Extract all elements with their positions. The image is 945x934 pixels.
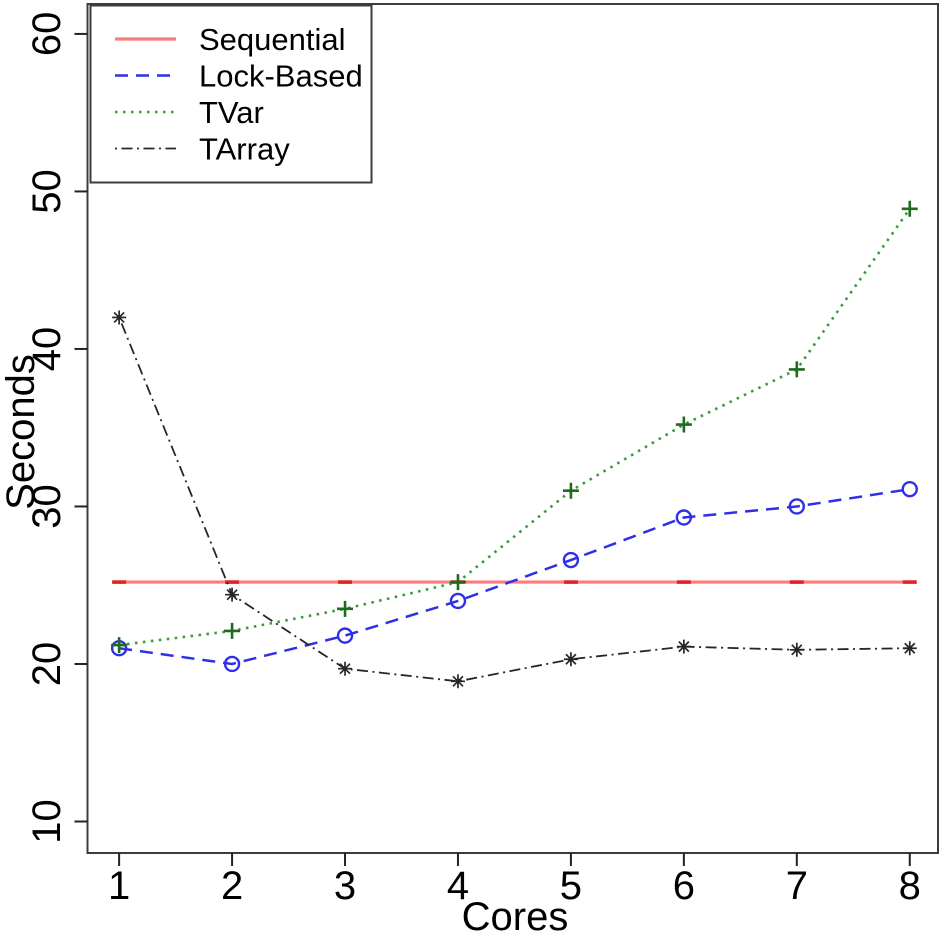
x-axis-tick-label: 5 — [560, 864, 582, 908]
series-layer — [110, 200, 918, 689]
y-axis-tick-label: 30 — [25, 484, 69, 528]
marker-asterisk — [676, 639, 691, 654]
y-axis-tick-label: 10 — [25, 799, 69, 844]
marker-plus — [449, 574, 466, 591]
marker-circle — [449, 592, 467, 610]
x-axis-title: Cores — [462, 895, 569, 934]
legend-label-tvar: TVar — [199, 95, 264, 130]
series-line-lock-based — [118, 487, 910, 666]
y-axis-tick-label: 40 — [25, 327, 69, 372]
marker-circle — [901, 480, 918, 498]
legend-item-sequential: Sequential — [115, 22, 346, 57]
x-axis-tick-label: 2 — [221, 864, 243, 908]
marker-circle — [223, 655, 241, 673]
y-axis-tick-label: 50 — [25, 169, 69, 214]
marker-asterisk — [789, 642, 804, 657]
marker-asterisk — [338, 661, 353, 676]
legend-item-tarray: TArray — [115, 132, 290, 167]
x-axis-tick-label: 6 — [673, 864, 695, 908]
plot-border — [86, 3, 939, 854]
marker-plus — [337, 600, 354, 617]
marker-circle — [336, 627, 354, 644]
series-line-tarray — [118, 317, 910, 683]
marker-plus — [901, 200, 918, 217]
marker-asterisk — [225, 587, 240, 602]
legend-label-sequential: Sequential — [199, 22, 346, 57]
legend-box — [89, 4, 373, 184]
series-line-tvar — [118, 208, 911, 647]
series-tvar — [111, 200, 918, 654]
legend-label-tarray: TArray — [199, 132, 290, 167]
marker-plus — [788, 361, 805, 378]
y-axis-tick-label: 20 — [25, 642, 69, 687]
series-tarray — [112, 310, 917, 689]
x-axis-tick-label: 8 — [899, 864, 921, 908]
marker-asterisk — [902, 641, 917, 656]
marker-plus — [562, 482, 579, 499]
marker-plus — [675, 416, 692, 433]
marker-asterisk — [112, 310, 127, 325]
marker-circle — [562, 551, 580, 569]
legend-label-lock-based: Lock-Based — [199, 59, 363, 94]
x-axis-tick-label: 7 — [786, 864, 808, 908]
legend-item-tvar: TVar — [115, 95, 264, 130]
y-axis-tick-label: 60 — [25, 12, 69, 57]
marker-asterisk — [563, 652, 578, 667]
x-axis-tick-label: 1 — [108, 864, 130, 908]
axes-layer: 1 2 3 4 5 6 7 8 10 20 30 40 50 60 — [25, 12, 921, 908]
marker-plus — [224, 622, 241, 639]
marker-circle — [675, 509, 693, 526]
x-axis-tick-label: 4 — [447, 864, 469, 908]
marker-circle — [788, 498, 806, 515]
marker-asterisk — [450, 674, 465, 689]
y-axis-title: Seconds — [0, 354, 43, 510]
x-axis-tick-label: 3 — [334, 864, 356, 908]
legend-item-lock-based: Lock-Based — [115, 59, 363, 94]
marker-plus — [111, 637, 128, 654]
series-lock-based — [110, 480, 918, 673]
